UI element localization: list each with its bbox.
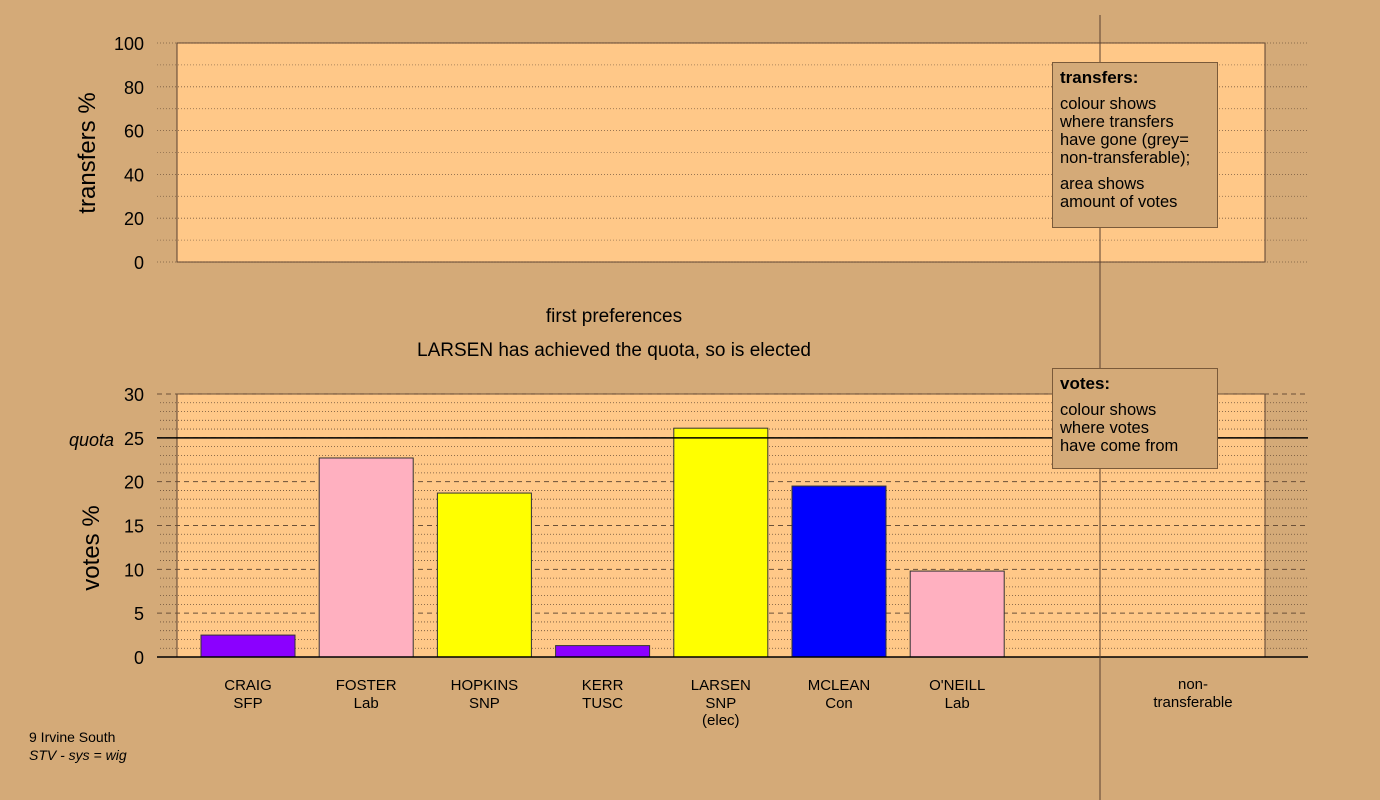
transfers-y-tick-label: 0: [134, 253, 144, 273]
transfers-y-tick-label: 80: [124, 78, 144, 98]
legend-line: where votes: [1060, 419, 1149, 437]
chart-title: first preferences: [546, 306, 682, 327]
legend-line: amount of votes: [1060, 193, 1178, 211]
candidate-name: LARSEN: [691, 677, 751, 694]
bar-larsen: [673, 427, 769, 658]
legend-line: non-transferable);: [1060, 149, 1191, 167]
candidate-party: Lab: [354, 695, 379, 712]
bar-hopkins: [436, 492, 532, 658]
bar-craig: [200, 634, 296, 658]
footer-ward: 9 Irvine South: [29, 729, 115, 745]
votes-y-tick-label: 20: [124, 473, 144, 493]
candidate-labels: CRAIGSFPFOSTERLabHOPKINSSNPKERRTUSCLARSE…: [224, 677, 985, 729]
bar-mclean: [791, 485, 887, 658]
candidate-note: (elec): [702, 712, 740, 729]
candidate-name: FOSTER: [336, 677, 397, 694]
legend-line: have come from: [1060, 437, 1179, 455]
votes-y-axis-title: votes %: [78, 505, 105, 590]
chart-subtitle: LARSEN has achieved the quota, so is ele…: [417, 340, 811, 361]
footer-system: STV - sys = wig: [29, 747, 127, 763]
votes-legend-title: votes:: [1060, 374, 1111, 393]
transfers-y-axis-title: transfers %: [74, 92, 101, 213]
votes-y-tick-label: 30: [124, 385, 144, 405]
candidate-party: SNP: [469, 695, 500, 712]
candidate-name: KERR: [582, 677, 624, 694]
votes-y-tick-label: 15: [124, 517, 144, 537]
candidate-party: SNP: [705, 695, 736, 712]
transfers-y-tick-label: 100: [114, 34, 144, 54]
legend-line: have gone (grey=: [1060, 131, 1189, 149]
candidate-party: Con: [825, 695, 853, 712]
candidate-name: HOPKINS: [451, 677, 519, 694]
candidate-name: O'NEILL: [929, 677, 985, 694]
votes-y-tick-label: 25: [124, 429, 144, 449]
transfers-y-ticks: 0 20 40 60 80 100: [114, 34, 144, 273]
transfers-y-tick-label: 60: [124, 122, 144, 142]
bar-oneill: [909, 570, 1005, 658]
votes-y-ticks: 0 5 10 15 20 25 30: [124, 385, 144, 668]
candidate-name: MCLEAN: [808, 677, 871, 694]
candidate-party: Lab: [945, 695, 970, 712]
nontransferable-label-line1: non-: [1178, 676, 1208, 693]
transfers-legend-para2: area shows amount of votes: [1060, 175, 1210, 211]
legend-line: colour shows: [1060, 95, 1157, 113]
transfers-legend-title: transfers:: [1060, 68, 1139, 87]
transfers-legend-para1: colour shows where transfers have gone (…: [1060, 95, 1210, 167]
quota-label: quota: [69, 430, 114, 450]
votes-y-tick-label: 0: [134, 648, 144, 668]
transfers-y-tick-label: 40: [124, 165, 144, 185]
votes-legend-para1: colour shows where votes have come from: [1060, 401, 1210, 455]
votes-bars: [200, 427, 1005, 658]
candidate-party: TUSC: [582, 695, 623, 712]
bar-foster: [318, 457, 414, 658]
legend-line: area shows: [1060, 175, 1145, 193]
votes-legend: votes: colour shows where votes have com…: [1052, 368, 1218, 469]
legend-line: colour shows: [1060, 401, 1157, 419]
votes-y-tick-label: 5: [134, 604, 144, 624]
votes-y-tick-label: 10: [124, 560, 144, 580]
legend-line: where transfers: [1060, 113, 1174, 131]
transfers-y-tick-label: 20: [124, 209, 144, 229]
bar-kerr: [555, 645, 651, 658]
candidate-party: SFP: [233, 695, 262, 712]
candidate-name: CRAIG: [224, 677, 272, 694]
transfers-legend: transfers: colour shows where transfers …: [1052, 62, 1218, 228]
nontransferable-label-line2: transferable: [1153, 694, 1232, 711]
